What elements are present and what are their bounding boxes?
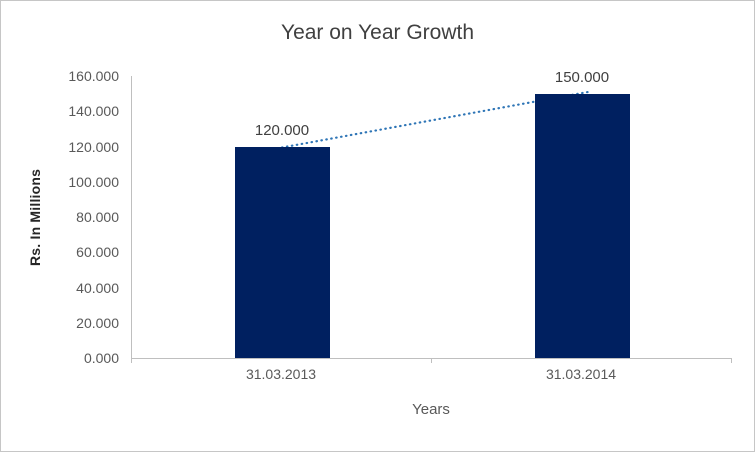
chart-title: Year on Year Growth — [280, 21, 475, 44]
y-axis-tick-labels: 0.000 20.000 40.000 60.000 80.000 100.000 120.… — [1, 68, 125, 366]
y-tick-label: 140.000 — [68, 103, 119, 120]
bar-data-label: 120.000 — [254, 121, 310, 139]
x-category-label: 31.03.2013 — [245, 366, 317, 382]
bar-31.03.2013 — [234, 146, 330, 358]
y-tick-label: 0.000 — [83, 350, 119, 366]
x-axis-tick-mark — [731, 358, 732, 363]
bar-data-label: 150.000 — [554, 68, 610, 86]
plot-area: 120.000 150.000 — [131, 69, 732, 359]
y-tick-label: 80.000 — [76, 209, 119, 225]
x-axis-tick-mark — [131, 358, 132, 363]
y-tick-label: 100.000 — [68, 173, 119, 190]
y-tick-label: 40.000 — [76, 279, 119, 296]
bar-31.03.2014 — [534, 93, 630, 358]
x-category-label: 31.03.2014 — [545, 366, 617, 382]
x-axis-category-labels: 31.03.2013 31.03.2014 — [131, 358, 732, 388]
y-tick-label: 60.000 — [76, 244, 119, 261]
y-tick-label: 20.000 — [76, 314, 119, 331]
x-axis-title: Years — [412, 401, 450, 418]
y-tick-label: 160.000 — [68, 68, 119, 84]
trendline-dotted — [280, 90, 592, 149]
x-axis-tick-mark — [431, 358, 432, 363]
y-tick-label: 120.000 — [68, 138, 119, 155]
